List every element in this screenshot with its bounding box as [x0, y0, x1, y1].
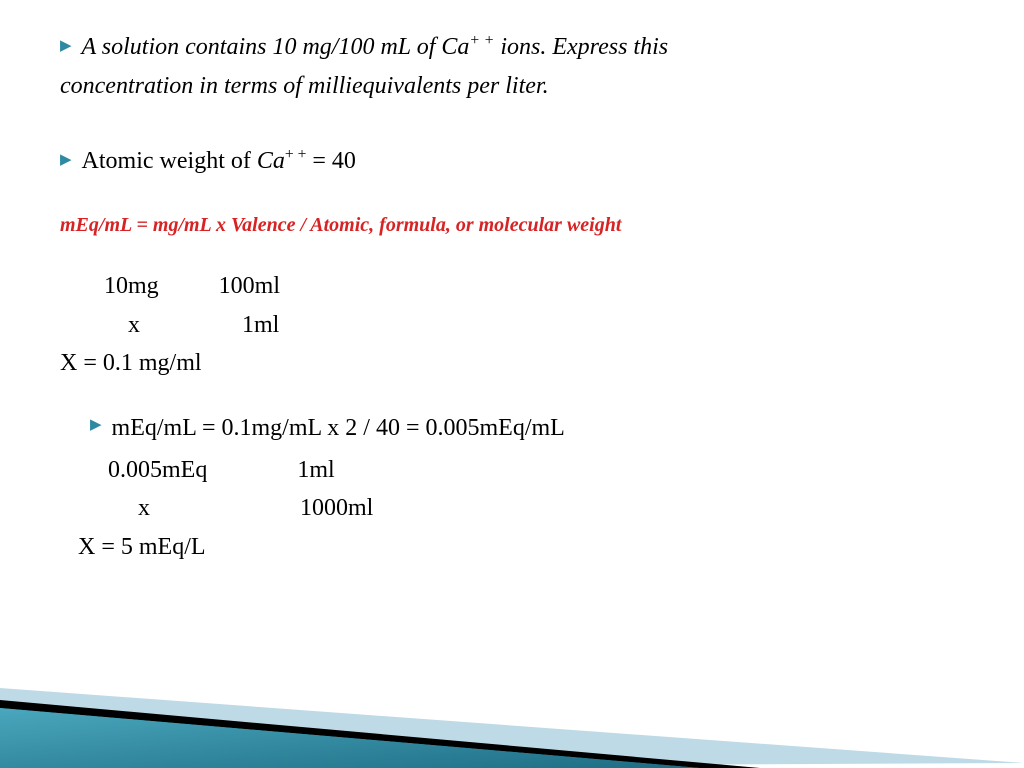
calc1-row1: 10mg 100ml [104, 267, 964, 305]
atomic-post: = 40 [306, 148, 356, 174]
atomic-text: Atomic weight of Ca+ + = 40 [82, 144, 356, 179]
calc2-row1: 0.005mEq 1ml [102, 451, 964, 489]
calc2-row2: x 1000ml [102, 489, 964, 527]
decorative-triangles [0, 628, 1024, 768]
calc1-answer: X = 0.1 mg/ml [60, 344, 964, 382]
slide: ▶ A solution contains 10 mg/100 mL of Ca… [0, 0, 1024, 768]
slide-content: ▶ A solution contains 10 mg/100 mL of Ca… [60, 30, 964, 566]
bullet-icon: ▶ [60, 36, 72, 55]
question-line-1: A solution contains 10 mg/100 mL of Ca+ … [82, 30, 669, 65]
calc2-eq: mEq/mL = 0.1mg/mL x 2 / 40 = 0.005mEq/mL [112, 409, 565, 447]
bullet-icon: ▶ [90, 415, 102, 434]
calc2-answer: X = 5 mEq/L [78, 528, 964, 566]
atomic-sup: + + [285, 146, 307, 163]
question-post: ions. Express this [494, 34, 668, 60]
question-line-2: concentration in terms of milliequivalen… [60, 69, 964, 104]
atomic-ion: Ca [257, 148, 285, 174]
calc1-block: 10mg 100ml x 1ml [104, 267, 964, 344]
question-pre: A solution contains 10 mg/100 mL of Ca [82, 34, 470, 60]
question-bullet-row: ▶ A solution contains 10 mg/100 mL of Ca… [60, 30, 964, 65]
atomic-bullet-row: ▶ Atomic weight of Ca+ + = 40 [60, 144, 964, 179]
calc2-block: 0.005mEq 1ml x 1000ml [102, 451, 964, 528]
question-sup: + + [469, 32, 494, 49]
bullet-icon: ▶ [60, 150, 72, 169]
formula-text: mEq/mL = mg/mL x Valence / Atomic, formu… [60, 214, 964, 237]
calc1-row2: x 1ml [104, 306, 964, 344]
atomic-pre: Atomic weight of [82, 148, 257, 174]
calc2-bullet-row: ▶ mEq/mL = 0.1mg/mL x 2 / 40 = 0.005mEq/… [90, 409, 964, 447]
